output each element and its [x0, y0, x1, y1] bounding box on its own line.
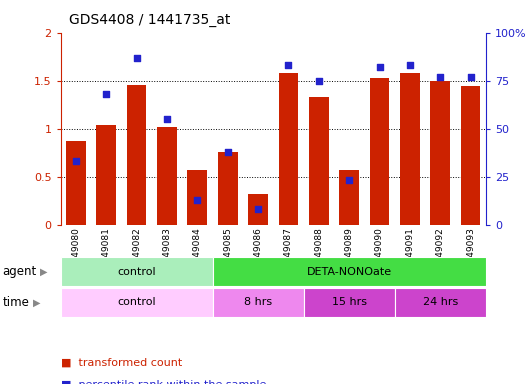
Bar: [157, 127, 177, 225]
Text: ▶: ▶: [33, 297, 41, 308]
Text: 15 hrs: 15 hrs: [332, 297, 366, 308]
Bar: [461, 86, 480, 225]
Text: DETA-NONOate: DETA-NONOate: [307, 266, 392, 277]
Text: control: control: [117, 266, 156, 277]
Bar: [218, 152, 238, 225]
Bar: [279, 73, 298, 225]
Text: agent: agent: [3, 265, 37, 278]
Point: [436, 74, 445, 80]
Point: [375, 64, 384, 70]
Point: [102, 91, 110, 97]
Bar: [248, 194, 268, 225]
Bar: [61, 257, 212, 286]
Text: GDS4408 / 1441735_at: GDS4408 / 1441735_at: [69, 13, 230, 27]
Bar: [212, 257, 486, 286]
Text: ■  transformed count: ■ transformed count: [61, 358, 182, 368]
Bar: [309, 97, 328, 225]
Text: control: control: [117, 297, 156, 308]
Text: time: time: [3, 296, 30, 309]
Bar: [394, 288, 486, 317]
Point: [406, 62, 414, 68]
Text: ▶: ▶: [40, 266, 47, 277]
Bar: [400, 73, 420, 225]
Bar: [61, 288, 212, 317]
Point: [72, 158, 80, 164]
Bar: [127, 86, 146, 225]
Bar: [187, 170, 207, 225]
Point: [466, 74, 475, 80]
Point: [163, 116, 171, 122]
Bar: [66, 141, 86, 225]
Bar: [304, 288, 394, 317]
Text: ■  percentile rank within the sample: ■ percentile rank within the sample: [61, 380, 266, 384]
Text: 24 hrs: 24 hrs: [422, 297, 458, 308]
Point: [284, 62, 293, 68]
Point: [315, 78, 323, 84]
Bar: [212, 288, 304, 317]
Bar: [370, 78, 389, 225]
Point: [345, 177, 353, 184]
Bar: [430, 81, 450, 225]
Point: [133, 55, 141, 61]
Bar: [340, 170, 359, 225]
Text: 8 hrs: 8 hrs: [244, 297, 272, 308]
Point: [223, 149, 232, 155]
Point: [254, 206, 262, 212]
Bar: [97, 125, 116, 225]
Point: [193, 197, 202, 203]
